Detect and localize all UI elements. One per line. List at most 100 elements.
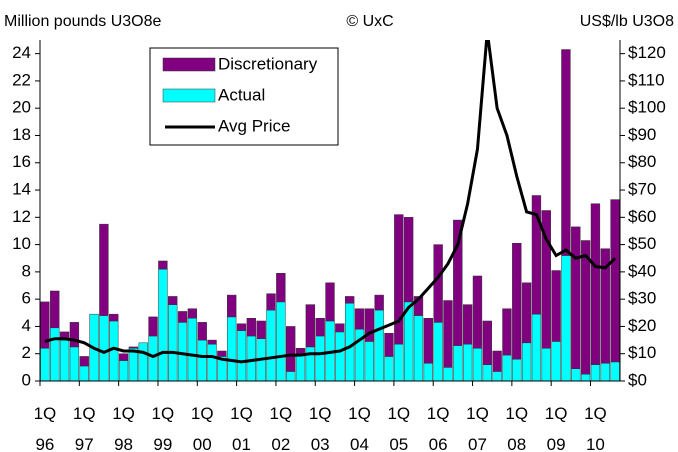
bar [492, 350, 502, 372]
bar [276, 272, 286, 303]
bar [472, 275, 483, 349]
bar [40, 348, 50, 381]
bar [482, 320, 492, 365]
bar [315, 335, 325, 381]
bar [187, 318, 198, 381]
bar [551, 341, 561, 381]
bar [315, 318, 325, 337]
bar [99, 315, 109, 381]
bar [384, 356, 394, 381]
bar [492, 371, 502, 381]
y-tick-label: 20 [12, 98, 31, 117]
x-tick-label: 1Q 98 [112, 404, 135, 452]
bar [138, 342, 148, 381]
bar [413, 296, 424, 316]
y-tick-label: 18 [12, 125, 31, 144]
bar [423, 363, 433, 381]
bar [177, 322, 188, 381]
bar [610, 361, 620, 381]
bar [344, 296, 355, 304]
bar [197, 322, 207, 341]
y2-tick-label: $30 [628, 289, 656, 308]
bar [580, 373, 591, 381]
bar [305, 304, 316, 348]
bar [69, 322, 80, 348]
bar [531, 313, 542, 381]
bar [197, 339, 207, 381]
right-axis-label: US$/lb U3O8 [580, 13, 674, 30]
x-tick-label: 1Q 99 [151, 404, 175, 452]
bar [246, 318, 257, 337]
x-tick-label: 1Q 04 [348, 404, 371, 452]
bar [482, 364, 492, 381]
bar [433, 322, 443, 381]
y2-tick-label: $20 [628, 316, 656, 335]
x-tick-label: 1Q 00 [190, 404, 214, 452]
bar [187, 308, 198, 319]
legend-label: Discretionary [218, 54, 318, 73]
bar [217, 350, 227, 357]
legend-swatch [162, 88, 216, 103]
bar [295, 348, 306, 354]
x-tick-label: 1Q 02 [269, 404, 293, 452]
bar [148, 316, 158, 337]
y2-tick-label: $90 [628, 125, 656, 144]
y-tick-label: 22 [12, 70, 31, 89]
y-tick-label: 4 [22, 316, 31, 335]
bar [227, 316, 237, 381]
bar [286, 326, 296, 372]
y-tick-label: 0 [22, 370, 31, 389]
left-axis-label: Million pounds U3O8e [4, 13, 162, 30]
x-tick-label: 1Q 05 [387, 404, 411, 452]
bar [266, 293, 276, 311]
bar [423, 318, 433, 364]
y2-tick-label: $10 [628, 343, 656, 362]
bar [462, 343, 473, 381]
bar [502, 354, 512, 381]
bar [177, 311, 188, 323]
x-tick-label: 1Q 97 [72, 404, 96, 452]
y2-tick-label: $120 [628, 43, 666, 62]
bar [580, 240, 591, 375]
price-line [44, 40, 617, 364]
x-tick-label: 1Q 09 [544, 404, 568, 452]
bar [335, 323, 345, 333]
bar [325, 282, 335, 322]
x-tick-label: 1Q 96 [33, 404, 57, 452]
y-tick-label: 14 [12, 180, 31, 199]
bar [374, 294, 384, 311]
bar [158, 268, 168, 381]
y2-tick-label: $70 [628, 180, 656, 199]
y-tick-label: 2 [22, 343, 31, 362]
bar [168, 296, 178, 305]
bar [118, 353, 129, 361]
bar [50, 290, 60, 329]
y2-tick-label: $50 [628, 234, 656, 253]
bar [433, 244, 443, 323]
x-tick-label: 1Q 03 [308, 404, 332, 452]
bar [453, 219, 463, 346]
bar [443, 300, 453, 368]
y-tick-label: 6 [22, 289, 31, 308]
bar [158, 260, 168, 270]
bar [512, 242, 522, 360]
legend-label: Avg Price [218, 116, 290, 135]
bar [394, 214, 404, 345]
bar [344, 303, 355, 381]
bar [59, 339, 70, 381]
y2-tick-label: $0 [628, 370, 647, 389]
y2-tick-label: $60 [628, 207, 656, 226]
bar [109, 313, 119, 322]
bar [561, 255, 571, 381]
bar [276, 301, 286, 381]
bar [541, 210, 551, 349]
bar [521, 342, 532, 381]
bar [571, 368, 581, 381]
y-tick-label: 10 [12, 234, 31, 253]
bar [600, 363, 610, 381]
bar [256, 320, 266, 339]
legend-label: Actual [218, 85, 265, 104]
bar [531, 195, 542, 315]
x-tick-label: 1Q 06 [426, 404, 450, 452]
